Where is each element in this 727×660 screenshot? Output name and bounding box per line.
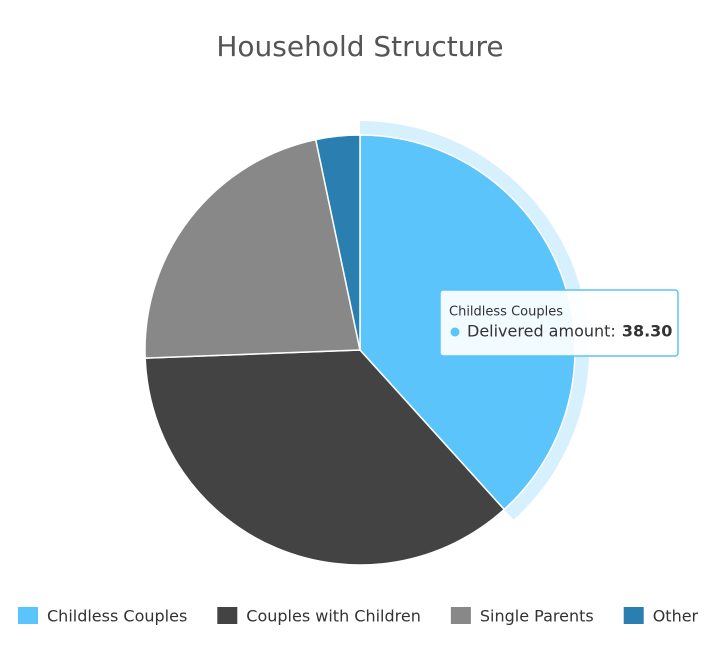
legend-swatch: [217, 607, 238, 624]
tooltip-value: 38.30: [622, 322, 673, 341]
pie-slice: [144, 349, 506, 566]
legend-swatch: [623, 607, 644, 624]
tooltip: Childless Couples Delivered amount: 38.30: [439, 289, 679, 357]
legend-label: Childless Couples: [47, 607, 187, 626]
legend-label: Other: [653, 607, 699, 626]
tooltip-dot: [450, 327, 460, 337]
legend-label: Couples with Children: [246, 607, 421, 626]
legend-label: Single Parents: [480, 607, 594, 626]
tooltip-label: Delivered amount:: [467, 322, 616, 341]
tooltip-category: Childless Couples: [449, 305, 563, 320]
legend-swatch: [18, 607, 38, 624]
pie-slice: [314, 134, 361, 351]
pie-slice: [144, 138, 361, 359]
legend-swatch: [450, 607, 471, 624]
chart-title: Household Structure: [216, 30, 503, 63]
tooltip-box: [439, 289, 679, 357]
